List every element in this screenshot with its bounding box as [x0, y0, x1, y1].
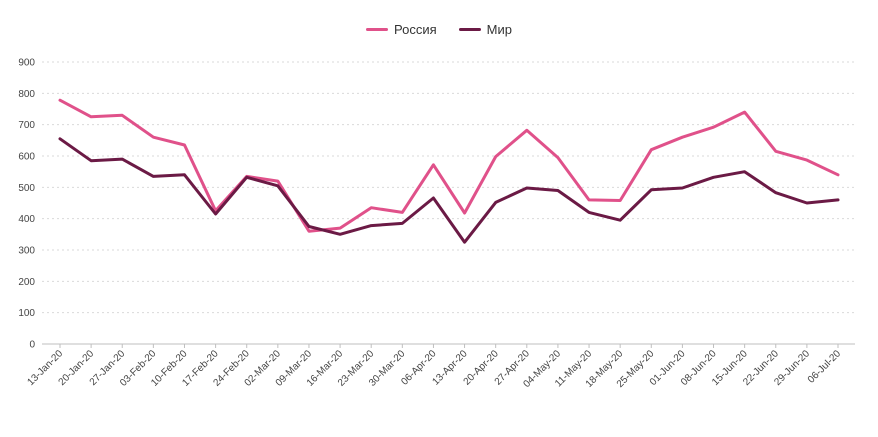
y-tick-label: 300 — [18, 246, 35, 257]
y-tick-label: 0 — [29, 340, 35, 351]
x-tick-label: 06-Jul-20 — [806, 348, 844, 386]
legend-item-world: Мир — [458, 22, 512, 37]
y-tick-label: 700 — [18, 120, 35, 131]
y-tick-label: 400 — [18, 214, 35, 225]
y-tick-label: 200 — [18, 277, 35, 288]
legend-swatch-russia — [366, 28, 389, 31]
series-line-world — [58, 137, 840, 244]
legend-label-russia: Россия — [394, 22, 437, 37]
y-tick-label: 800 — [18, 89, 35, 100]
y-tick-label: 600 — [18, 152, 35, 163]
y-tick-label: 900 — [18, 58, 35, 69]
legend-swatch-world — [458, 28, 481, 31]
y-tick-label: 500 — [18, 183, 35, 194]
legend-item-russia: Россия — [366, 22, 437, 37]
legend: Россия Мир — [0, 22, 878, 37]
y-tick-label: 100 — [18, 308, 35, 319]
legend-label-world: Мир — [486, 22, 512, 37]
series-line-russia — [58, 98, 840, 233]
